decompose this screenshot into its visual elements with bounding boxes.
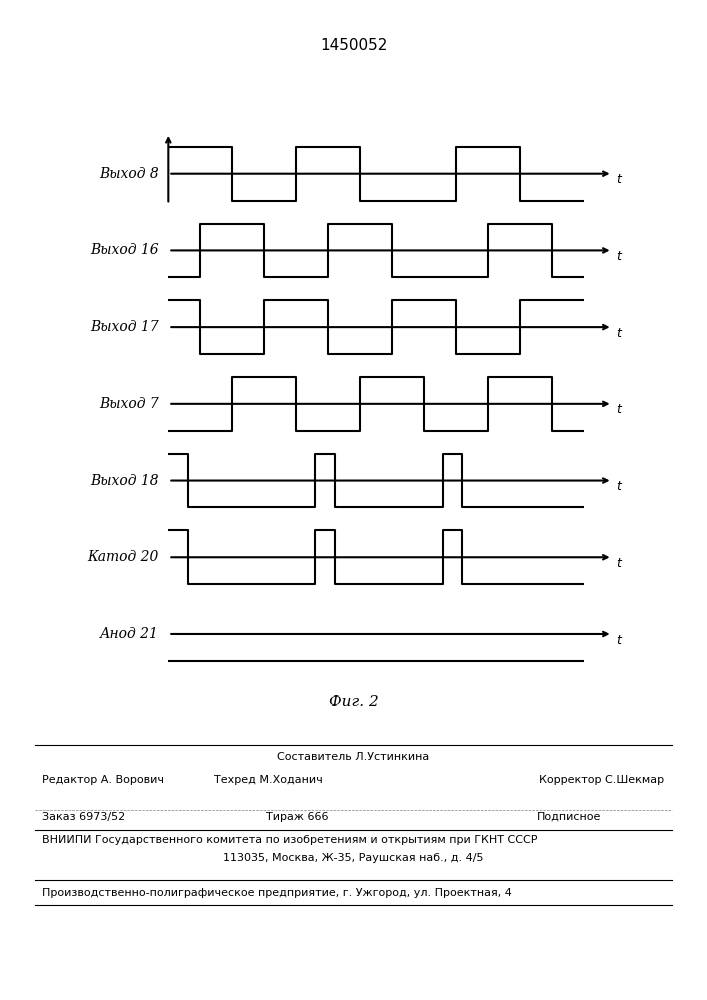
Text: Редактор А. Ворович: Редактор А. Ворович [42, 775, 165, 785]
Text: Анод 21: Анод 21 [100, 627, 159, 641]
Text: t: t [616, 173, 621, 186]
Text: ВНИИПИ Государственного комитета по изобретениям и открытиям при ГКНТ СССР: ВНИИПИ Государственного комитета по изоб… [42, 835, 538, 845]
Text: Выход 16: Выход 16 [90, 243, 159, 257]
Text: 113035, Москва, Ж-35, Раушская наб., д. 4/5: 113035, Москва, Ж-35, Раушская наб., д. … [223, 853, 484, 863]
Text: Катод 20: Катод 20 [88, 550, 159, 564]
Text: Выход 7: Выход 7 [99, 397, 159, 411]
Text: t: t [616, 327, 621, 340]
Text: Корректор С.Шекмар: Корректор С.Шекмар [539, 775, 665, 785]
Text: 1450052: 1450052 [320, 38, 387, 53]
Text: t: t [616, 403, 621, 416]
Text: Заказ 6973/52: Заказ 6973/52 [42, 812, 126, 822]
Text: Выход 8: Выход 8 [99, 167, 159, 181]
Text: Составитель Л.Устинкина: Составитель Л.Устинкина [277, 752, 430, 762]
Text: Техред М.Ходанич: Техред М.Ходанич [214, 775, 323, 785]
Text: Производственно-полиграфическое предприятие, г. Ужгород, ул. Проектная, 4: Производственно-полиграфическое предприя… [42, 888, 513, 898]
Text: Подписное: Подписное [537, 812, 602, 822]
Text: t: t [616, 250, 621, 263]
Text: Тираж 666: Тираж 666 [266, 812, 328, 822]
Text: Фиг. 2: Фиг. 2 [329, 695, 378, 709]
Text: t: t [616, 480, 621, 493]
Text: Выход 17: Выход 17 [90, 320, 159, 334]
Text: Выход 18: Выход 18 [90, 474, 159, 488]
Text: t: t [616, 557, 621, 570]
Text: t: t [616, 634, 621, 647]
